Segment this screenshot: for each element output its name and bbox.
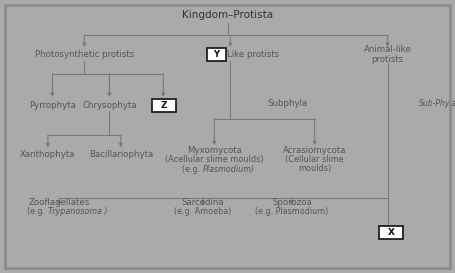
Text: X: X [387,228,394,237]
Text: Chrysophyta: Chrysophyta [82,101,136,109]
Text: (e.g. Amoeba): (e.g. Amoeba) [174,207,231,216]
Text: Like protists: Like protists [227,50,278,59]
Text: Pyrrophyta: Pyrrophyta [29,101,76,109]
Text: Z: Z [160,101,167,109]
Text: Bacillariophyta: Bacillariophyta [89,150,152,159]
FancyBboxPatch shape [152,99,175,112]
Text: Plasmodium): Plasmodium) [202,165,254,174]
Text: Animal-like
protists: Animal-like protists [363,45,410,64]
Text: Acrasiomycota: Acrasiomycota [282,146,346,155]
Text: (e.g. Plasmodium): (e.g. Plasmodium) [255,207,328,216]
Text: (Cellular slime: (Cellular slime [285,155,343,164]
Text: Subphyla: Subphyla [267,99,307,108]
Text: moulds): moulds) [298,164,330,173]
Text: Trypanosoma ): Trypanosoma ) [48,207,107,216]
Text: Sporozoa: Sporozoa [271,198,311,206]
Text: Sub-Phyla: Sub-Phyla [418,99,455,108]
Text: Y: Y [213,51,219,59]
Text: Photosynthetic protists: Photosynthetic protists [35,50,134,59]
Text: (e.g.: (e.g. [27,207,48,216]
Text: Kingdom–Protista: Kingdom–Protista [182,10,273,20]
FancyBboxPatch shape [207,48,225,61]
Text: Myxomycota: Myxomycota [187,146,241,155]
Text: Xanthophyta: Xanthophyta [20,150,76,159]
FancyBboxPatch shape [379,226,402,239]
Text: (e.g.: (e.g. [182,165,202,174]
Text: Zooflagellates: Zooflagellates [29,198,90,206]
Text: Sarcodina: Sarcodina [181,198,224,206]
Text: (Acellular slime moulds): (Acellular slime moulds) [165,155,263,164]
